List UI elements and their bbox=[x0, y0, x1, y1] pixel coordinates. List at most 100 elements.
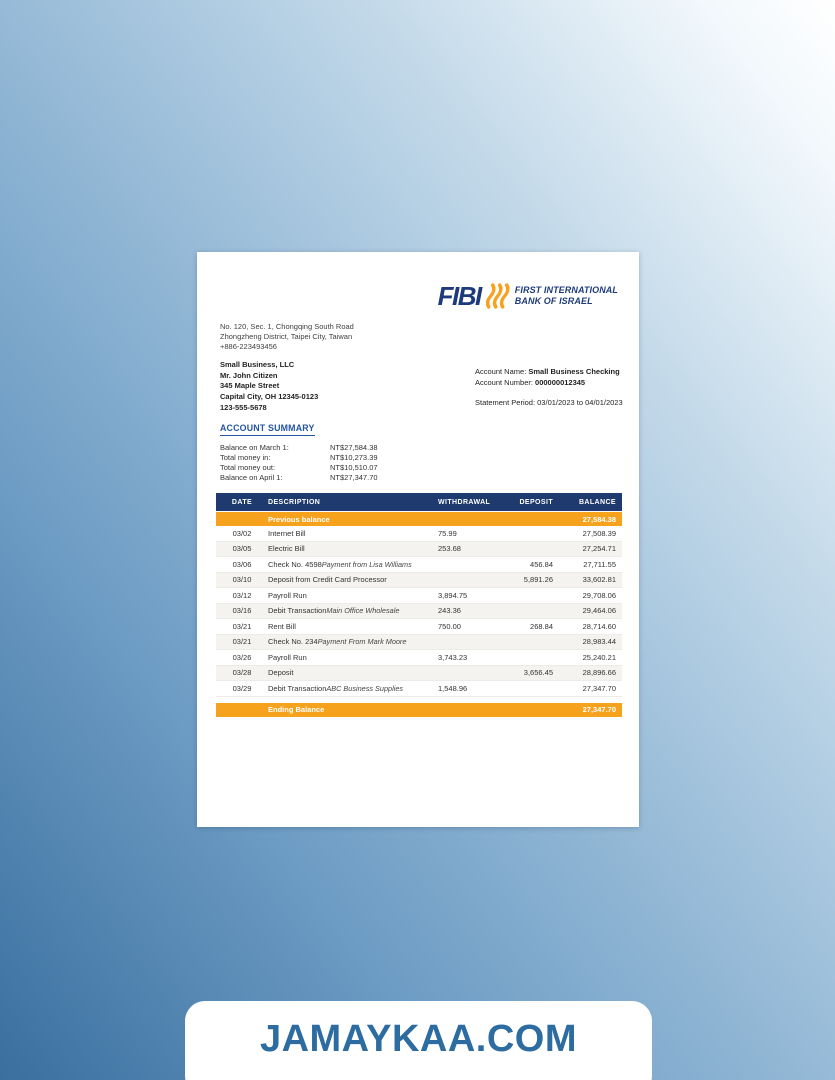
table-header: DATE DESCRIPTION WITHDRAWAL DEPOSIT BALA… bbox=[216, 493, 622, 511]
table-row: 03/06 Check No. 4598Payment from Lisa Wil… bbox=[216, 557, 622, 573]
cell-date: 03/29 bbox=[232, 683, 252, 693]
table-row: 03/05 Electric Bill 253.68 27,254.71 bbox=[216, 541, 622, 557]
cell-date: 03/16 bbox=[232, 606, 252, 616]
description-main: Check No. 4598 bbox=[268, 559, 322, 569]
description-main: Deposit from Credit Card Processor bbox=[268, 575, 387, 585]
description-note: ABC Business Supplies bbox=[326, 683, 404, 693]
description-main: Debit Transaction bbox=[268, 606, 327, 616]
cell-date: 03/21 bbox=[232, 621, 252, 631]
summary-row: Total money out: NT$10,510.07 bbox=[220, 462, 378, 472]
summary-value: NT$27,347.70 bbox=[330, 473, 378, 483]
table-row: 03/28 Deposit 3,656.45 28,896.66 bbox=[216, 665, 622, 681]
cell-deposit: 5,891.26 bbox=[523, 575, 553, 585]
ending-balance-row: Ending Balance 27,347.70 bbox=[216, 702, 622, 717]
account-number-label: Account Number: bbox=[475, 378, 533, 388]
table-row: 03/29 Debit TransactionABC Business Suppl… bbox=[216, 681, 622, 697]
cell-withdrawal: 3,894.75 bbox=[438, 590, 468, 600]
description-main: Payroll Run bbox=[268, 652, 307, 662]
previous-balance-label: Previous balance bbox=[268, 514, 330, 524]
header-withdrawal: WITHDRAWAL bbox=[438, 498, 491, 506]
header-date: DATE bbox=[231, 498, 253, 506]
previous-balance-row: Previous balance 27,584.38 bbox=[216, 512, 622, 526]
summary-label: Balance on March 1: bbox=[220, 442, 289, 452]
cell-balance: 28,983.44 bbox=[582, 637, 616, 647]
description-note: Payment from Lisa Williams bbox=[321, 559, 412, 569]
cell-balance: 27,711.55 bbox=[583, 559, 616, 569]
cell-date: 03/02 bbox=[232, 528, 252, 538]
bank-phone: +886-223493456 bbox=[220, 342, 277, 352]
cell-withdrawal: 1,548.96 bbox=[438, 683, 468, 693]
cell-balance: 27,254.71 bbox=[582, 544, 616, 554]
account-summary: ACCOUNT SUMMARY Balance on March 1: NT$2… bbox=[220, 418, 378, 483]
description-note: Payment From Mark Moore bbox=[317, 637, 407, 647]
summary-label: Balance on April 1: bbox=[220, 473, 283, 483]
cell-withdrawal: 253.68 bbox=[438, 544, 461, 554]
summary-row: Total money in: NT$10,273.39 bbox=[220, 452, 378, 462]
fibi-waves-icon bbox=[485, 283, 510, 309]
description-main: Deposit bbox=[268, 668, 294, 678]
bank-name-line1: FIRST INTERNATIONAL bbox=[514, 284, 618, 295]
cell-date: 03/06 bbox=[232, 559, 252, 569]
cell-balance: 29,708.06 bbox=[582, 590, 616, 600]
table-row: 03/16 Debit TransactionMain Office Wholes… bbox=[216, 603, 622, 619]
description-main: Rent Bill bbox=[268, 621, 296, 631]
summary-label: Total money out: bbox=[220, 462, 276, 472]
table-row: 03/12 Payroll Run 3,894.75 29,708.06 bbox=[216, 588, 622, 604]
header-deposit: DEPOSIT bbox=[519, 498, 553, 506]
transaction-rows: 03/02 Internet Bill 75.99 27,508.39 03/05 Ele… bbox=[216, 526, 622, 697]
cell-balance: 25,240.21 bbox=[582, 652, 616, 662]
cell-balance: 28,714.60 bbox=[582, 621, 616, 631]
cell-deposit: 456.84 bbox=[530, 559, 553, 569]
table-row: 03/26 Payroll Run 3,743.23 25,240.21 bbox=[216, 650, 622, 666]
watermark-text: JAMAYKAA.COM bbox=[259, 1018, 578, 1060]
cell-description: Payroll Run bbox=[268, 653, 435, 662]
cell-description: Internet Bill bbox=[268, 529, 435, 538]
summary-value: NT$10,273.39 bbox=[330, 452, 378, 462]
cell-balance: 29,464.06 bbox=[582, 606, 616, 616]
description-main: Debit Transaction bbox=[268, 683, 327, 693]
bank-statement-page: FIBI FIRST INTERNATIONAL BANK OF ISRAEL … bbox=[197, 252, 639, 827]
cell-deposit: 3,656.45 bbox=[523, 668, 553, 678]
header-description: DESCRIPTION bbox=[268, 498, 321, 506]
summary-row: Balance on March 1: NT$27,584.38 bbox=[220, 442, 378, 452]
statement-period-row: Statement Period: 03/01/2023 to 04/01/20… bbox=[475, 397, 623, 408]
summary-value: NT$27,584.38 bbox=[330, 442, 378, 452]
bank-name: FIRST INTERNATIONAL BANK OF ISRAEL bbox=[515, 285, 618, 308]
account-summary-rows: Balance on March 1: NT$27,584.38 Total m… bbox=[220, 442, 378, 483]
cell-withdrawal: 243.36 bbox=[438, 606, 461, 616]
account-name-value: Small Business Checking bbox=[528, 367, 620, 376]
cell-date: 03/21 bbox=[232, 637, 252, 647]
bank-name-line2: BANK OF ISRAEL bbox=[514, 296, 593, 306]
fibi-logo-text: FIBI bbox=[437, 281, 483, 311]
cell-withdrawal: 3,743.23 bbox=[438, 652, 468, 662]
previous-balance-value: 27,584.38 bbox=[582, 514, 616, 524]
cell-description: Deposit bbox=[268, 668, 435, 677]
cell-description: Debit TransactionABC Business Supplies bbox=[268, 684, 435, 693]
cell-balance: 27,508.39 bbox=[582, 528, 616, 538]
account-number-row: Account Number: 000000012345 bbox=[475, 377, 623, 388]
statement-period-label: Statement Period: bbox=[475, 398, 536, 408]
account-summary-title: ACCOUNT SUMMARY bbox=[220, 423, 315, 436]
cell-date: 03/26 bbox=[232, 652, 252, 662]
summary-label: Total money in: bbox=[220, 452, 271, 462]
bank-address-line: Zhongzheng District, Taipei City, Taiwan bbox=[220, 332, 353, 342]
account-number-value: 000000012345 bbox=[535, 378, 586, 388]
table-row: 03/21 Check No. 234Payment From Mark Moor… bbox=[216, 634, 622, 650]
bank-address: No. 120, Sec. 1, Chongqing South Road Zh… bbox=[220, 322, 354, 352]
table-row: 03/21 Rent Bill 750.00 268.84 28,714.60 bbox=[216, 619, 622, 635]
cell-date: 03/28 bbox=[232, 668, 252, 678]
ending-balance-value: 27,347.70 bbox=[582, 705, 616, 714]
cell-description: Payroll Run bbox=[268, 591, 435, 600]
description-main: Payroll Run bbox=[268, 590, 307, 600]
customer-address: Small Business, LLC Mr. John Citizen 345… bbox=[220, 360, 318, 413]
cell-description: Check No. 4598Payment from Lisa Williams bbox=[268, 560, 435, 569]
cell-withdrawal: 75.99 bbox=[438, 528, 457, 538]
cell-withdrawal: 750.00 bbox=[438, 621, 461, 631]
description-main: Check No. 234 bbox=[268, 637, 318, 647]
customer-name: Mr. John Citizen bbox=[220, 370, 278, 380]
account-name-label: Account Name: bbox=[475, 367, 527, 376]
cell-description: Deposit from Credit Card Processor bbox=[268, 575, 435, 584]
cell-date: 03/12 bbox=[232, 590, 252, 600]
watermark-card: JAMAYKAA.COM bbox=[185, 1001, 652, 1080]
description-main: Internet Bill bbox=[268, 528, 306, 538]
